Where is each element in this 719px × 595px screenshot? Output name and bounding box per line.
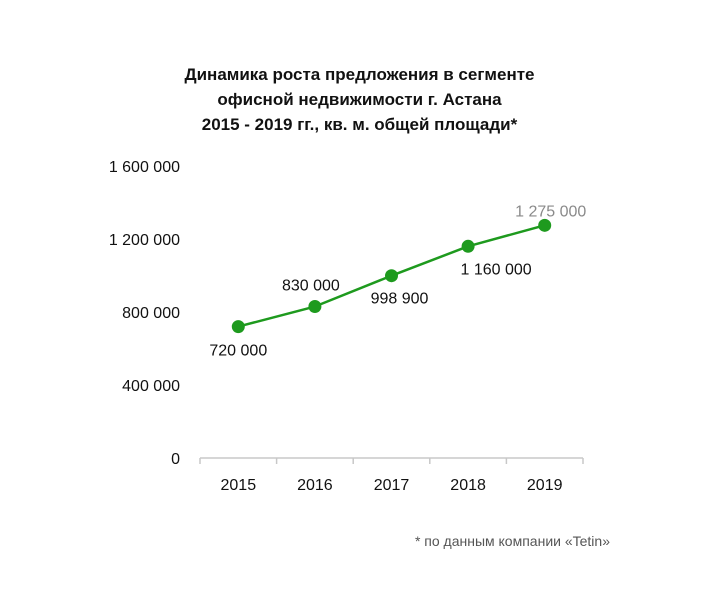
data-point (461, 239, 475, 253)
y-tick-label: 400 000 (122, 378, 180, 395)
chart-title-line-2: офисной недвижимости г. Астана (217, 90, 502, 109)
chart-title: Динамика роста предложения в сегменте оф… (0, 62, 719, 137)
x-tick-label: 2018 (450, 477, 486, 494)
chart-title-line-1: Динамика роста предложения в сегменте (184, 65, 535, 84)
data-point (231, 320, 245, 334)
chart-title-line-3: 2015 - 2019 гг., кв. м. общей площади* (201, 115, 518, 134)
data-label: 1 160 000 (461, 261, 532, 278)
x-tick-label: 2016 (297, 477, 333, 494)
data-label: 998 900 (371, 291, 429, 308)
x-tick-label: 2015 (221, 477, 257, 494)
data-point (385, 269, 398, 283)
data-label: 1 275 000 (515, 203, 586, 220)
y-tick-label: 1 600 000 (109, 159, 180, 176)
y-tick-label: 0 (171, 451, 180, 468)
footnote: * по данным компании «Tetin» (414, 533, 610, 549)
y-tick-label: 800 000 (122, 305, 180, 322)
data-point (308, 300, 322, 314)
x-tick-label: 2019 (527, 477, 563, 494)
y-tick-label: 1 200 000 (109, 232, 180, 249)
data-label: 830 000 (282, 278, 340, 295)
data-point (538, 218, 552, 232)
x-tick-label: 2017 (374, 477, 410, 494)
data-label: 720 000 (209, 343, 267, 360)
